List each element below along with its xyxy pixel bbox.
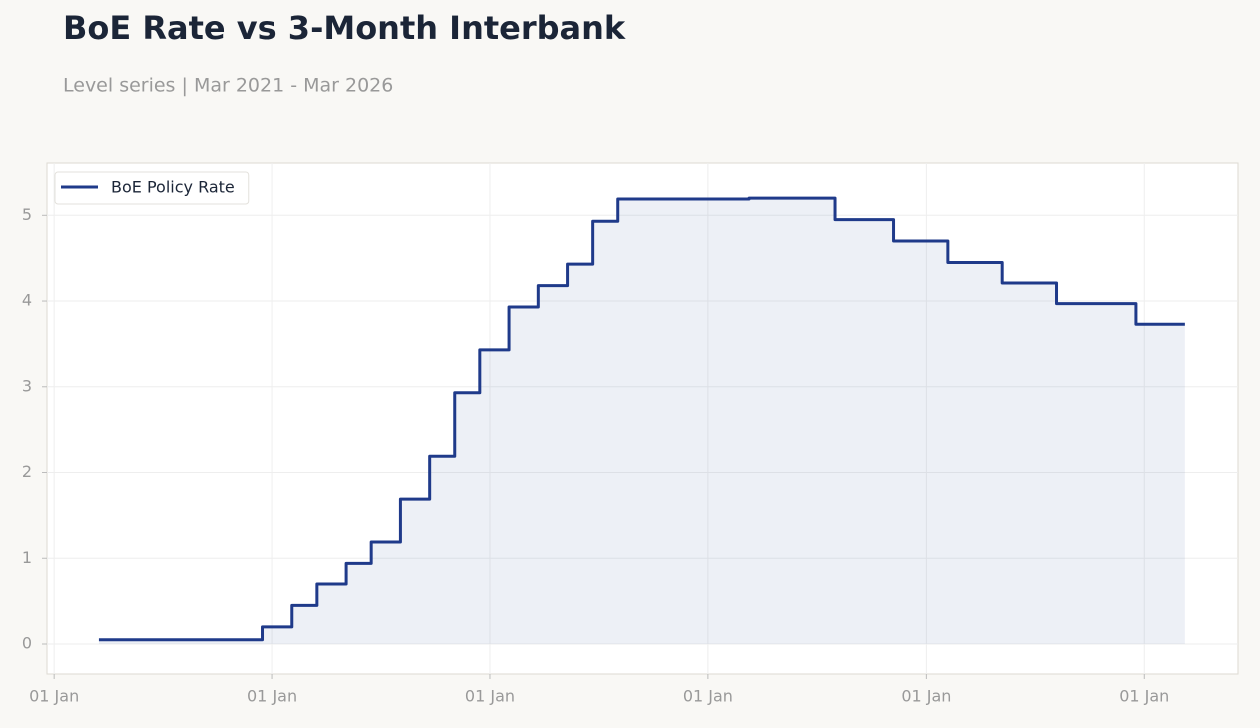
x-tick-label: 01 Jan	[901, 687, 951, 706]
legend-label: BoE Policy Rate	[111, 178, 235, 197]
legend	[54, 171, 250, 205]
x-tick-label: 01 Jan	[683, 687, 733, 706]
area	[98, 198, 1185, 644]
y-tick-label: 1	[22, 548, 32, 567]
chart-title: BoE Rate vs 3-Month Interbank	[63, 9, 626, 47]
x-tick-label: 01 Jan	[247, 687, 297, 706]
y-tick-label: 4	[22, 291, 32, 310]
plot-area	[46, 162, 1239, 675]
y-tick-label: 5	[22, 205, 32, 224]
x-tick-label: 01 Jan	[29, 687, 79, 706]
chart-subtitle: Level series | Mar 2021 - Mar 2026	[63, 75, 393, 97]
y-tick-label: 0	[22, 633, 32, 652]
line	[98, 196, 1185, 642]
y-tick-label: 2	[22, 462, 32, 481]
y-tick-label: 3	[22, 376, 32, 395]
x-tick-label: 01 Jan	[465, 687, 515, 706]
x-tick-label: 01 Jan	[1119, 687, 1169, 706]
